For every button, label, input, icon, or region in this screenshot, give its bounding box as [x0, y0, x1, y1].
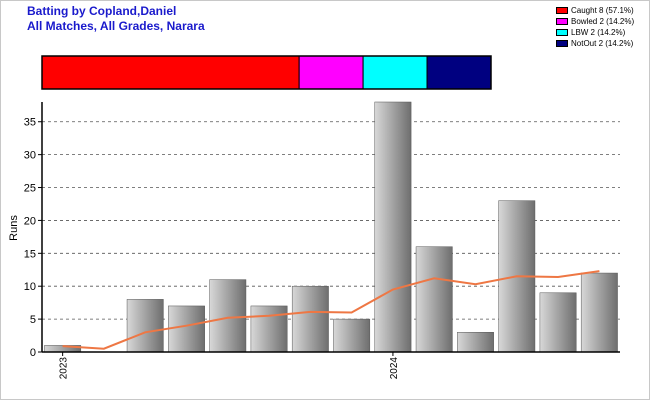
legend-swatch: [556, 40, 568, 47]
dismissal-segment: [41, 55, 300, 90]
bar: [126, 299, 164, 353]
y-tick-label: 5: [30, 314, 36, 326]
legend-swatch: [556, 18, 568, 25]
y-tick-label: 25: [24, 183, 36, 195]
bar: [168, 305, 205, 353]
legend-swatch: [556, 7, 568, 14]
bar: [333, 318, 371, 353]
legend-label: LBW 2 (14.2%): [571, 28, 626, 37]
dismissal-segment: [426, 55, 492, 90]
y-axis-label: Runs: [8, 215, 20, 241]
y-tick-label: 20: [24, 215, 36, 227]
legend-label: Bowled 2 (14.2%): [571, 17, 635, 26]
legend-swatch: [556, 29, 568, 36]
legend-item: NotOut 2 (14.2%): [556, 38, 634, 49]
average-line: [62, 270, 600, 350]
bar: [374, 101, 412, 353]
legend-label: NotOut 2 (14.2%): [571, 39, 634, 48]
chart-title: Batting by Copland,Daniel: [27, 4, 177, 18]
legend-item: Caught 8 (57.1%): [556, 5, 634, 16]
bar: [209, 279, 247, 353]
bar: [457, 332, 494, 353]
chart-subtitle: All Matches, All Grades, Narara: [27, 19, 205, 33]
dismissal-segment: [298, 55, 364, 90]
legend-label: Caught 8 (57.1%): [571, 6, 634, 15]
bar: [415, 246, 453, 353]
dismissal-bar-border: [41, 55, 492, 90]
y-tick-label: 35: [24, 117, 36, 129]
legend: Caught 8 (57.1%) Bowled 2 (14.2%) LBW 2 (1…: [556, 5, 634, 49]
dismissal-segment: [362, 55, 428, 90]
legend-item: Bowled 2 (14.2%): [556, 16, 634, 27]
bar: [291, 285, 329, 353]
y-tick-label: 15: [24, 248, 36, 260]
x-tick-label: 2024: [389, 357, 400, 380]
y-tick-label: 10: [24, 281, 36, 293]
bar: [580, 272, 618, 353]
bar: [539, 292, 577, 353]
bar: [250, 305, 288, 353]
y-tick-label: 0: [30, 347, 36, 359]
legend-item: LBW 2 (14.2%): [556, 27, 634, 38]
x-tick-label: 2023: [59, 357, 70, 380]
y-tick-label: 30: [24, 150, 36, 162]
